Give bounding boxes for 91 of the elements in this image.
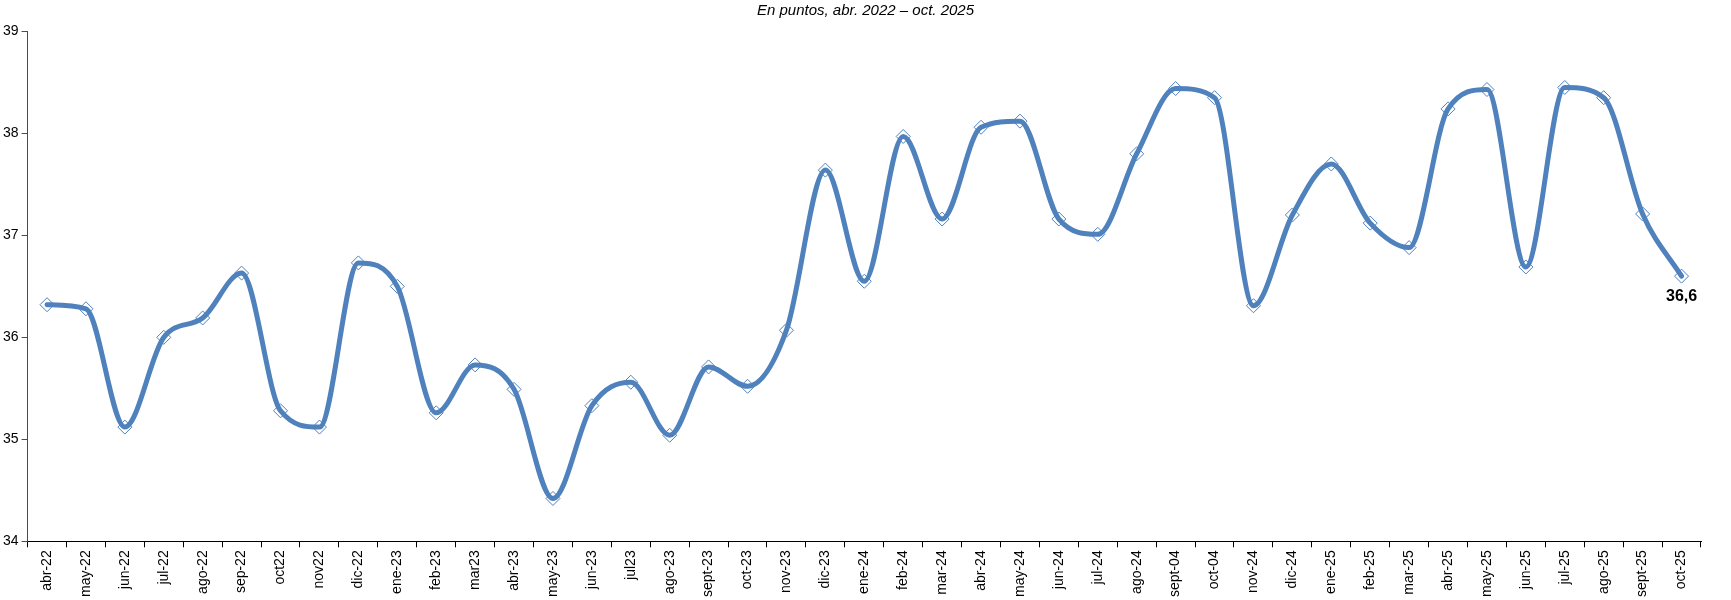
x-tick-label: jun-22 xyxy=(115,550,132,591)
y-tick-label: 38 xyxy=(2,124,19,141)
point xyxy=(1674,268,1690,284)
point xyxy=(740,378,756,394)
point xyxy=(662,427,678,443)
point xyxy=(234,265,250,281)
x-tick-label: abr-24 xyxy=(971,550,988,591)
point xyxy=(1518,259,1534,275)
x-tick-label: jul-24 xyxy=(1088,550,1105,586)
point xyxy=(934,211,950,227)
x-tick-label: nov-24 xyxy=(1244,550,1261,594)
point xyxy=(117,419,133,435)
point xyxy=(389,278,405,294)
point xyxy=(1090,226,1106,242)
point xyxy=(1129,146,1145,162)
point xyxy=(1245,298,1261,314)
point xyxy=(856,273,872,289)
data-label: 36,6 xyxy=(1665,286,1698,304)
x-tick-label: sep-22 xyxy=(232,550,249,594)
point xyxy=(973,119,989,135)
x-tick-label: ago-23 xyxy=(660,550,677,594)
x-tick-label: dic-23 xyxy=(816,550,833,589)
x-tick-label: may-25 xyxy=(1477,550,1494,597)
x-tick-label: oct-23 xyxy=(738,550,755,590)
point xyxy=(156,329,172,345)
point xyxy=(1401,240,1417,256)
point xyxy=(1362,215,1378,231)
y-tick-label: 37 xyxy=(2,226,19,243)
point xyxy=(1284,207,1300,223)
x-tick-label: ago-24 xyxy=(1127,550,1144,594)
x-tick-label: jun-25 xyxy=(1516,550,1533,591)
point xyxy=(195,310,211,326)
x-tick-label: jun-23 xyxy=(582,550,599,591)
x-tick-label: sept-25 xyxy=(1633,550,1650,598)
x-tick-label: mar-25 xyxy=(1399,550,1416,595)
x-tick-label: jun-24 xyxy=(1049,550,1066,591)
point xyxy=(545,490,561,506)
point xyxy=(1012,113,1028,129)
point xyxy=(1207,90,1223,106)
y-tick-label: 36 xyxy=(2,328,19,345)
x-tick-label: abr-22 xyxy=(37,550,54,591)
point xyxy=(78,301,94,317)
x-tick-label: oct-25 xyxy=(1672,550,1689,590)
point xyxy=(895,128,911,144)
x-tick-label: dic-22 xyxy=(349,550,366,589)
x-tick-label: ene-25 xyxy=(1322,550,1339,594)
point xyxy=(584,398,600,414)
y-tick-label: 34 xyxy=(2,532,19,549)
point xyxy=(506,381,522,397)
x-tick-label: oct-04 xyxy=(1205,550,1222,590)
x-tick-label: jul23 xyxy=(621,550,638,581)
point xyxy=(1596,90,1612,106)
point xyxy=(1557,79,1573,95)
x-tick-label: mar-24 xyxy=(932,550,949,595)
chart-subtitle: En puntos, abr. 2022 – oct. 2025 xyxy=(755,0,976,20)
x-tick-label: sept-04 xyxy=(1166,550,1183,598)
x-tick-label: abr-23 xyxy=(504,550,521,591)
x-tick-label: ago-25 xyxy=(1594,550,1611,594)
x-tick-label: jul-25 xyxy=(1555,550,1572,586)
x-tick-label: feb-24 xyxy=(894,550,911,591)
point xyxy=(1440,101,1456,117)
x-tick-label: oct22 xyxy=(271,550,288,585)
point xyxy=(273,403,289,419)
x-tick-label: mar23 xyxy=(465,550,482,590)
x-tick-label: feb-25 xyxy=(1361,550,1378,591)
x-tick-label: nov22 xyxy=(310,550,327,589)
point xyxy=(1051,211,1067,227)
y-tick-label: 35 xyxy=(2,430,19,447)
x-tick-label: dic-24 xyxy=(1283,550,1300,589)
point xyxy=(778,322,794,338)
x-tick-label: abr-25 xyxy=(1438,550,1455,591)
x-tick-label: sept-23 xyxy=(699,550,716,598)
y-tick-label: 39 xyxy=(2,22,19,39)
x-tick-label: ene-23 xyxy=(388,550,405,594)
point xyxy=(350,255,366,271)
point xyxy=(1635,206,1651,222)
point xyxy=(467,357,483,373)
x-tick-label: may-22 xyxy=(76,550,93,597)
point xyxy=(701,359,717,375)
point xyxy=(1479,82,1495,98)
x-tick-label: may-23 xyxy=(543,550,560,597)
x-tick-label: may-24 xyxy=(1010,550,1027,597)
x-tick-label: jul-22 xyxy=(154,550,171,586)
x-tick-label: ago-22 xyxy=(193,550,210,594)
x-tick-label: feb-23 xyxy=(427,550,444,591)
point xyxy=(817,162,833,178)
x-tick-label: nov-23 xyxy=(777,550,794,594)
point xyxy=(428,405,444,421)
point xyxy=(1323,156,1339,172)
x-tick-label: ene-24 xyxy=(855,550,872,594)
point xyxy=(39,297,55,313)
